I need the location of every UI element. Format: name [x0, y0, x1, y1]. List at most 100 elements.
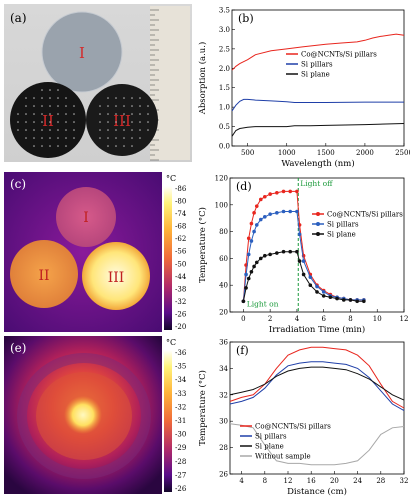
colorbar-tick-label: -32 [175, 298, 186, 306]
chart-d-temperature-time: 0 2 4 6 8 10 12 20 40 60 80 100 120 Irradiation Time … [197, 175, 409, 335]
data-point [249, 239, 254, 243]
colorbar-tick-label: -56 [175, 248, 187, 256]
legend-entry: Si pillars [327, 221, 359, 229]
panel-label-e: (e) [10, 341, 26, 355]
colorbar-tick-label: -86 [175, 185, 187, 193]
colorbar-tick-label: -34 [175, 376, 187, 384]
colorbar-tick-label: -36 [175, 349, 187, 357]
data-point [252, 264, 256, 269]
x-tick-label: 4 [295, 315, 300, 323]
data-point [355, 299, 359, 304]
plot-frame [229, 341, 405, 475]
y-tick-label: 32 [219, 391, 228, 399]
y-tick-label: 1.5 [219, 84, 230, 92]
data-point [258, 197, 263, 202]
y-tick-label: 36 [219, 339, 228, 347]
thermal-hotspot [64, 396, 102, 434]
data-point [241, 299, 246, 304]
data-point [258, 256, 263, 261]
data-point [268, 212, 272, 216]
y-tick-label: 30 [219, 418, 228, 426]
legend-entry: Si plane [255, 443, 284, 451]
panel-label: (b) [238, 12, 254, 25]
y-tick-label: 3.5 [219, 7, 230, 15]
wafer-dots [17, 89, 149, 147]
x-tick-label: 16 [307, 477, 316, 485]
series-line [229, 366, 405, 401]
data-point [281, 189, 286, 194]
y-tick-label: 34 [219, 365, 228, 373]
colorbar-tick-label: -28 [175, 458, 186, 466]
x-tick-label: 12 [400, 315, 409, 323]
legend-entry: Co@NCNTs/Si pillars [301, 51, 377, 59]
x-tick-label: 28 [376, 477, 385, 485]
photo-panel-a: I II III (a) [4, 4, 192, 162]
thermal-disc-III [82, 242, 150, 310]
x-tick-label: 500 [241, 149, 254, 157]
data-point [301, 272, 306, 277]
data-point [258, 217, 263, 222]
data-point [244, 286, 248, 290]
y-tick-label: 120 [215, 175, 228, 183]
data-point [246, 276, 251, 281]
thermal-disc-I [56, 187, 116, 247]
legend-entry: Without sample [255, 453, 311, 461]
data-point [275, 251, 279, 255]
thermal-label-I: I [83, 210, 89, 226]
data-point [297, 259, 302, 263]
thermal-panel-c: I II III (c) °C -86 -80 -74 -68 -62 -56 -50 -44… [4, 172, 192, 332]
data-point [288, 189, 293, 194]
x-axis-label: Wavelength (nm) [281, 158, 354, 168]
data-point [297, 232, 302, 237]
colorbar-c-ticks: -86 -80 -74 -68 -62 -56 -50 -44 -38 -32 -26 -20 [175, 185, 187, 331]
legend-entry: Si plane [301, 71, 330, 79]
data-point [263, 194, 267, 199]
colorbar-tick-label: -62 [175, 235, 186, 243]
colorbar-tick-label: -44 [175, 273, 187, 281]
data-point [341, 298, 346, 302]
x-axis-label: Irradiation Time (min) [269, 324, 365, 334]
panel-label-c: (c) [10, 177, 26, 191]
data-point [254, 223, 259, 227]
colorbar-c [164, 186, 172, 330]
data-point [295, 189, 299, 194]
x-tick-label: 2000 [356, 149, 374, 157]
y-tick-label: 0.0 [219, 143, 230, 151]
disc-label-III: III [113, 112, 131, 130]
colorbar-tick-label: -38 [175, 285, 186, 293]
x-tick-label: 24 [353, 477, 362, 485]
y-tick-label: 60 [219, 255, 228, 263]
thermal-panel-e: (e) °C -36 -35 -34 -33 -32 -31 -30 -29 -28 -27 -26 [4, 336, 192, 494]
colorbar-tick-label: -27 [175, 471, 186, 479]
colorbar-tick-label: -26 [175, 485, 187, 493]
data-point [252, 229, 256, 234]
data-point [268, 192, 272, 196]
series-line [229, 423, 405, 466]
x-tick-label: 12 [284, 477, 293, 485]
data-point [244, 272, 248, 277]
data-point [321, 290, 326, 294]
colorbar-tick-label: -33 [175, 390, 186, 398]
series-line [231, 123, 405, 137]
data-point [362, 299, 366, 304]
data-point [263, 253, 267, 258]
data-point [315, 284, 319, 289]
data-point [281, 209, 286, 214]
panel-label: (f) [236, 344, 249, 357]
y-tick-label: 40 [219, 282, 228, 290]
data-point [281, 249, 286, 254]
x-tick-label: 8 [263, 477, 267, 485]
data-point [249, 221, 254, 226]
colorbar-tick-label: -50 [175, 260, 186, 268]
x-tick-label: 1000 [278, 149, 296, 157]
thermal-disc-II [10, 240, 78, 308]
y-axis-label: Temperature (°C) [197, 370, 208, 446]
x-tick-label: 20 [330, 477, 339, 485]
colorbar-tick-label: -74 [175, 210, 187, 218]
data-point [288, 249, 293, 254]
y-tick-label: 100 [215, 201, 228, 209]
colorbar-tick-label: -20 [175, 323, 186, 331]
colorbar-e-unit: °C [166, 338, 176, 347]
